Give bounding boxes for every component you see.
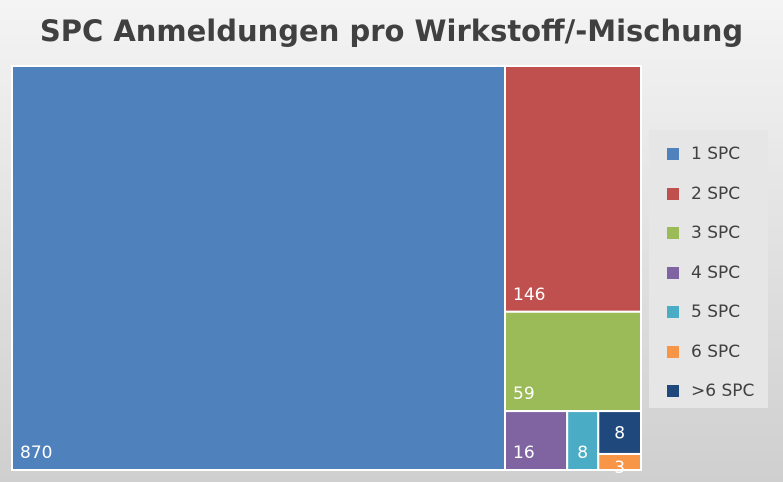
legend-label: 1 SPC [691,144,741,164]
treemap-tile-2-spc [504,65,642,313]
legend-swatch [667,345,679,358]
data-label-1-spc: 870 [20,443,52,463]
legend: 1 SPC 2 SPC 3 SPC 4 SPC 5 SPC 6 SPC >6 SPC [649,130,768,408]
data-label-2-spc: 146 [513,285,545,305]
legend-item-1-spc: 1 SPC [667,143,740,165]
legend-label: 6 SPC [691,341,741,362]
legend-swatch [667,385,679,397]
treemap-tile-4-spc [504,410,569,472]
legend-item-2-spc: 2 SPC [667,183,740,205]
legend-item-4-spc: 4 SPC [667,262,740,284]
data-label-5-spc: 8 [577,443,588,463]
treemap-tile-5-spc [566,410,600,472]
legend-label: 2 SPC [691,183,741,204]
legend-item-5-spc: 5 SPC [667,301,740,323]
treemap-tile-1-spc [11,65,506,471]
legend-swatch [667,227,679,239]
legend-swatch [667,148,679,160]
data-label-6-spc: 3 [614,458,625,478]
chart-title: SPC Anmeldungen pro Wirkstoff/-Mischung [39,14,744,48]
data-label-4-spc: 16 [513,443,535,463]
data-label-gt6-spc: 8 [614,424,625,444]
data-label-3-spc: 59 [513,384,535,404]
legend-item-gt6-spc: >6 SPC [667,380,754,402]
legend-label: 3 SPC [691,223,741,243]
legend-swatch [667,306,679,318]
treemap-tile-3-spc [504,310,642,413]
legend-swatch [667,266,679,279]
legend-label: >6 SPC [691,381,755,401]
legend-swatch [667,187,679,200]
legend-label: 5 SPC [691,302,741,322]
legend-item-6-spc: 6 SPC [667,341,740,363]
legend-label: 4 SPC [691,262,741,283]
legend-item-3-spc: 3 SPC [667,222,740,244]
treemap-tile-gt6-spc [597,410,642,455]
